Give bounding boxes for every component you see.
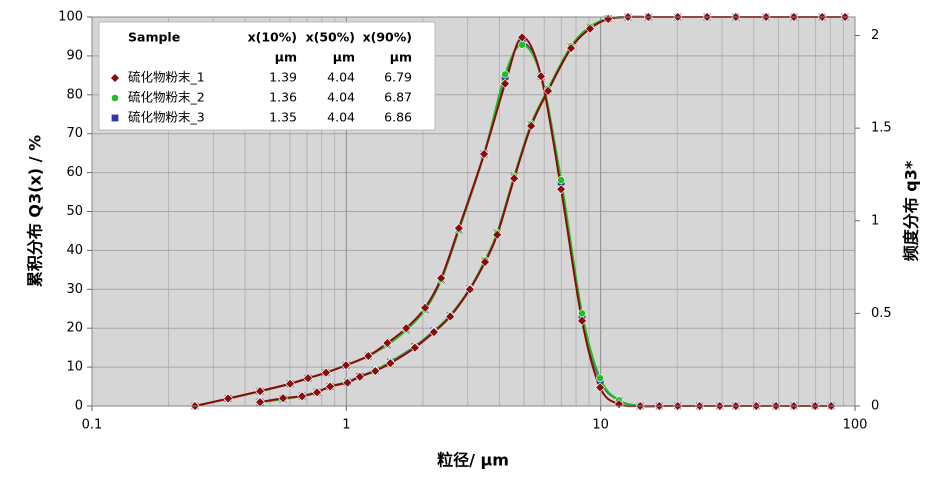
legend-label: 硫化物粉末_1	[128, 70, 205, 85]
density-marker	[557, 176, 566, 184]
cumulative-marker	[543, 85, 553, 96]
cumulative-marker	[585, 23, 595, 34]
legend-value: 1.39	[269, 70, 297, 85]
y-axis-label: 累积分布 Q3(x) / %	[26, 135, 45, 287]
cumulative-marker	[325, 381, 335, 392]
y-tick-label: 0	[75, 399, 83, 414]
y2-tick-label: 1	[871, 213, 879, 228]
cumulative-marker	[370, 366, 381, 376]
y-tick-label: 20	[66, 321, 83, 336]
cumulative-marker	[464, 284, 475, 295]
cumulative-marker	[526, 120, 537, 131]
legend-value: 4.04	[327, 70, 355, 85]
y-tick-label: 30	[66, 282, 83, 297]
density-marker	[401, 323, 412, 334]
density-marker	[285, 378, 296, 389]
x-axis-label: 粒径/ µm	[437, 451, 509, 470]
y2-tick-label: 1.5	[871, 121, 892, 136]
y2-tick-label: 2	[871, 28, 879, 43]
density-marker	[501, 70, 510, 79]
cumulative-marker	[566, 43, 577, 54]
density-marker	[517, 32, 528, 43]
density-marker	[595, 382, 606, 393]
x-tick-label: 1	[342, 418, 350, 433]
cumulative-marker	[385, 358, 396, 369]
density-marker	[596, 374, 605, 383]
legend-header: Sample	[128, 30, 180, 45]
legend: Sample x(10%) x(50%) x(90%) µm µm µm 硫化物粉末_1 1.3…	[110, 30, 412, 125]
density-marker	[536, 71, 546, 82]
cumulative-marker	[409, 342, 420, 353]
cumulative-marker	[354, 371, 365, 382]
density-marker	[500, 78, 511, 89]
legend-header: x(90%)	[363, 30, 412, 45]
legend-marker	[111, 94, 119, 102]
legend-unit: µm	[333, 50, 355, 65]
y-tick-label: 80	[66, 87, 83, 102]
x-tick-label: 100	[843, 418, 868, 433]
legend-marker	[111, 114, 119, 122]
legend-header: x(10%)	[248, 30, 297, 45]
legend-header: x(50%)	[306, 30, 355, 45]
legend-value: 1.35	[269, 110, 297, 125]
cumulative-marker	[480, 257, 490, 267]
y-tick-label: 70	[66, 126, 83, 141]
cumulative-marker	[312, 387, 322, 398]
legend-label: 硫化物粉末_3	[128, 110, 205, 125]
legend-value: 6.79	[384, 70, 412, 85]
density-marker	[363, 351, 374, 361]
y2-axis-label: 频度分布 q3*	[902, 160, 921, 261]
density-marker	[436, 273, 447, 284]
cumulative-marker	[297, 391, 308, 402]
density-marker	[453, 223, 464, 234]
y-tick-label: 60	[66, 165, 83, 180]
legend-unit: µm	[390, 50, 412, 65]
density-marker	[420, 302, 431, 313]
legend-box	[98, 21, 436, 131]
density-marker	[614, 399, 624, 410]
cumulative-marker	[509, 173, 520, 184]
y-tick-label: 40	[66, 243, 83, 258]
density-marker	[341, 360, 351, 371]
density-marker	[577, 315, 587, 326]
x-tick-label: 0.1	[82, 418, 103, 433]
cumulative-marker	[278, 393, 288, 404]
legend-unit: µm	[275, 50, 297, 65]
density-marker	[382, 338, 393, 348]
density-marker	[255, 386, 266, 397]
legend-value: 6.87	[384, 90, 412, 105]
cumulative-marker	[428, 327, 439, 338]
density-marker	[479, 149, 489, 160]
legend-value: 4.04	[327, 90, 355, 105]
y-tick-label: 90	[66, 48, 83, 63]
legend-value: 4.04	[327, 110, 355, 125]
y-tick-label: 10	[66, 360, 83, 375]
legend-value: 1.36	[269, 90, 297, 105]
y-tick-label: 100	[58, 10, 83, 25]
y-tick-label: 50	[66, 204, 83, 219]
density-marker	[303, 373, 313, 384]
density-marker	[556, 184, 567, 195]
cumulative-marker	[342, 377, 353, 388]
legend-marker	[110, 73, 120, 83]
y2-tick-label: 0.5	[871, 306, 892, 321]
density-marker	[321, 367, 331, 378]
cumulative-marker	[445, 311, 456, 322]
y2-tick-label: 0	[871, 399, 879, 414]
cumulative-marker	[492, 229, 503, 240]
x-tick-label: 10	[592, 418, 609, 433]
density-marker	[223, 393, 234, 404]
legend-value: 6.86	[384, 110, 412, 125]
legend-label: 硫化物粉末_2	[128, 90, 205, 105]
cumulative-marker	[255, 397, 266, 408]
